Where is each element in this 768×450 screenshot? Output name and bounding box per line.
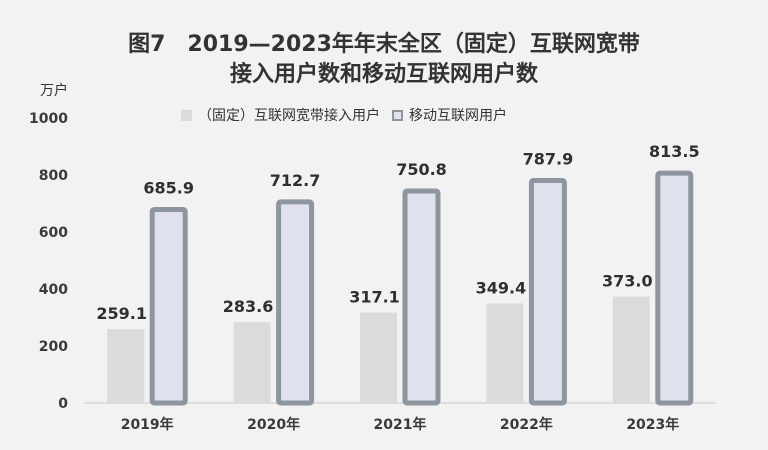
- chart-title: 图7 2019—2023年年末全区（固定）互联网宽带 接入用户数和移动互联网用户…: [0, 30, 768, 90]
- data-label-mobile-0: 685.9: [143, 179, 194, 198]
- data-label-broadband-4: 373.0: [602, 272, 653, 291]
- bar-mobile-2: [402, 188, 441, 406]
- data-label-broadband-1: 283.6: [223, 297, 274, 316]
- bar-mobile-1: [276, 199, 315, 406]
- y-tick-label-2: 400: [39, 282, 68, 298]
- x-tick-label-1: 2020年: [247, 416, 300, 433]
- data-label-mobile-1: 712.7: [270, 171, 321, 190]
- data-label-broadband-3: 349.4: [476, 278, 527, 297]
- x-tick-label-0: 2019年: [121, 416, 174, 433]
- data-label-mobile-2: 750.8: [396, 160, 447, 179]
- legend: （固定）互联网宽带接入用户 移动互联网用户: [181, 103, 519, 127]
- bar-mobile-0: [149, 207, 188, 406]
- bar-broadband-3: [486, 303, 524, 403]
- data-label-mobile-4: 813.5: [649, 142, 700, 161]
- bar-broadband-4: [612, 296, 650, 403]
- legend-label-mobile: 移动互联网用户: [409, 108, 507, 124]
- bar-mobile-4: [655, 170, 694, 406]
- y-tick-label-1: 200: [39, 339, 68, 355]
- bar-broadband-2: [360, 312, 397, 403]
- legend-item-mobile: 移动互联网用户: [392, 105, 507, 125]
- y-tick-label-4: 800: [39, 168, 68, 184]
- legend-swatch-broadband: [181, 109, 192, 121]
- y-tick-label-3: 600: [39, 225, 68, 241]
- chart-title-line2: 接入用户数和移动互联网用户数: [229, 62, 538, 87]
- data-label-mobile-3: 787.9: [523, 149, 574, 168]
- y-tick-label-5: 1000: [29, 111, 68, 127]
- legend-label-broadband: （固定）互联网宽带接入用户: [198, 108, 380, 124]
- y-tick-label-0: 0: [58, 396, 68, 412]
- y-axis-unit-label: 万户: [40, 83, 68, 99]
- x-tick-label-4: 2023年: [626, 416, 679, 433]
- data-label-broadband-2: 317.1: [349, 288, 400, 307]
- data-label-broadband-0: 259.1: [96, 304, 147, 323]
- bar-broadband-0: [107, 329, 145, 403]
- x-tick-label-2: 2021年: [374, 416, 427, 433]
- legend-swatch-mobile: [392, 109, 403, 121]
- bar-broadband-1: [233, 322, 271, 403]
- chart-title-line1: 图7 2019—2023年年末全区（固定）互联网宽带: [128, 32, 640, 57]
- legend-item-broadband: （固定）互联网宽带接入用户: [181, 105, 380, 125]
- bar-mobile-3: [528, 177, 567, 406]
- x-tick-label-3: 2022年: [500, 416, 553, 433]
